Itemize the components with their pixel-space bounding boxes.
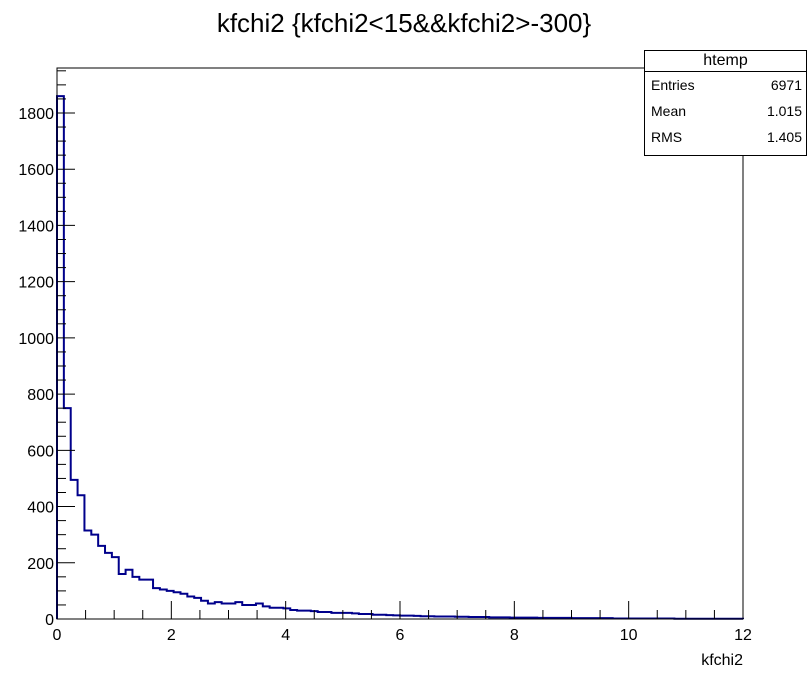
ticks: 0 2 4 6 8 10 12 0 200 400 600 800 1000 1200 1400 1600 18… (18, 70, 752, 644)
x-tick-label: 4 (281, 627, 290, 644)
chart-title: kfchi2 {kfchi2<15&&kfchi2>-300} (216, 8, 592, 38)
stats-row-rms: RMS 1.405 (645, 124, 806, 150)
y-tick-label: 600 (27, 443, 54, 460)
histogram-bins (56, 95, 744, 620)
x-tick-label: 8 (510, 627, 519, 644)
y-tick-label: 1400 (18, 218, 54, 235)
stats-row-entries: Entries 6971 (645, 72, 806, 98)
y-tick-label: 0 (45, 612, 54, 629)
plot-frame (56, 67, 744, 620)
x-tick-label: 0 (53, 627, 62, 644)
y-tick-label: 1200 (18, 275, 54, 292)
y-tick-label: 1800 (18, 106, 54, 123)
stats-value: 1.015 (766, 103, 802, 119)
stats-row-mean: Mean 1.015 (645, 98, 806, 124)
stats-label: Mean (651, 103, 687, 119)
histogram-line (56, 95, 744, 620)
y-tick-label: 400 (27, 500, 54, 517)
x-tick-label: 6 (396, 627, 405, 644)
y-tick-label: 800 (27, 387, 54, 404)
x-tick-label: 2 (167, 627, 176, 644)
x-tick-label: 12 (734, 627, 752, 644)
stats-box: htemp Entries 6971 Mean 1.015 RMS 1.405 (644, 50, 807, 156)
stats-value: 1.405 (766, 129, 802, 145)
x-axis-label: kfchi2 (701, 652, 743, 669)
stats-box-name: htemp (645, 51, 806, 72)
y-tick-label: 1600 (18, 162, 54, 179)
y-tick-label: 200 (27, 556, 54, 573)
stats-label: Entries (651, 77, 695, 93)
y-tick-label: 1000 (18, 331, 54, 348)
axes (56, 67, 744, 620)
stats-label: RMS (651, 129, 683, 145)
stats-value: 6971 (770, 77, 802, 93)
x-tick-label: 10 (620, 627, 638, 644)
